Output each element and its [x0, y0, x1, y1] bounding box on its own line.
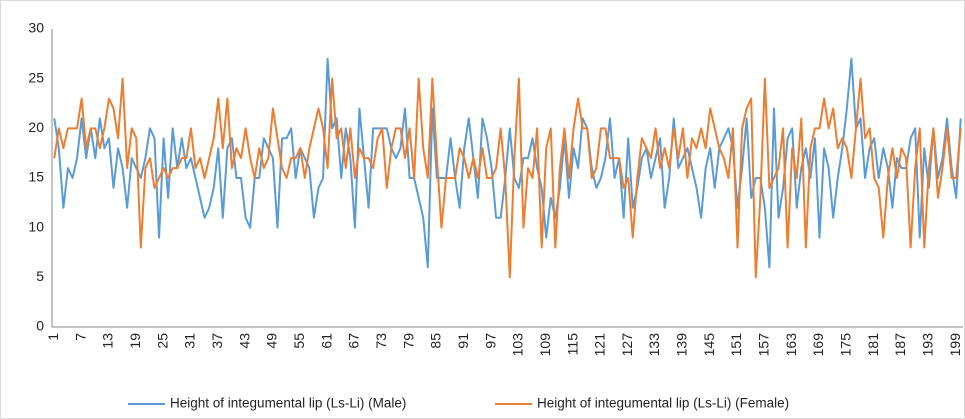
y-tick-label: 5 — [36, 268, 44, 284]
x-tick-label: 133 — [646, 333, 662, 357]
x-tick-label: 181 — [865, 333, 881, 357]
x-tick-label: 187 — [892, 333, 908, 357]
x-tick-label: 199 — [947, 333, 963, 357]
y-tick-label: 15 — [28, 169, 44, 185]
x-tick-label: 25 — [154, 333, 170, 349]
x-tick-label: 19 — [127, 333, 143, 349]
x-tick-label: 43 — [236, 333, 252, 349]
x-tick-label: 115 — [564, 333, 580, 356]
x-tick-label: 37 — [209, 333, 225, 349]
x-tick-label: 31 — [182, 333, 198, 349]
x-tick-label: 103 — [510, 333, 526, 357]
x-tick-label: 61 — [318, 333, 334, 349]
x-tick-label: 127 — [619, 333, 635, 357]
x-tick-label: 175 — [838, 333, 854, 357]
x-tick-label: 49 — [264, 333, 280, 349]
x-tick-label: 121 — [592, 333, 608, 357]
x-tick-label: 157 — [756, 333, 772, 357]
series-line — [53, 77, 962, 279]
x-tick-label: 55 — [291, 333, 307, 349]
x-tick-label: 151 — [728, 333, 744, 357]
x-tick-label: 67 — [346, 333, 362, 349]
y-tick-label: 20 — [28, 119, 44, 135]
y-tick-label: 25 — [28, 69, 44, 85]
x-tick-label: 139 — [674, 333, 690, 357]
legend-label: Height of integumental lip (Ls-Li) (Male… — [170, 396, 406, 411]
x-tick-label: 13 — [100, 333, 116, 349]
y-tick-label: 10 — [28, 218, 44, 234]
x-tick-label: 193 — [920, 333, 936, 357]
x-tick-label: 7 — [72, 333, 88, 341]
x-tick-label: 1 — [45, 333, 61, 341]
x-tick-label: 109 — [537, 333, 553, 357]
x-tick-label: 169 — [810, 333, 826, 357]
x-tick-label: 73 — [373, 333, 389, 349]
legend-label: Height of integumental lip (Ls-Li) (Fema… — [537, 396, 789, 411]
x-tick-label: 79 — [400, 333, 416, 349]
x-tick-label: 97 — [482, 333, 498, 349]
x-tick-label: 163 — [783, 333, 799, 357]
y-tick-label: 0 — [36, 318, 44, 334]
x-tick-label: 91 — [455, 333, 471, 349]
x-tick-label: 85 — [428, 333, 444, 349]
y-tick-label: 30 — [28, 20, 44, 36]
x-tick-label: 145 — [701, 333, 717, 357]
